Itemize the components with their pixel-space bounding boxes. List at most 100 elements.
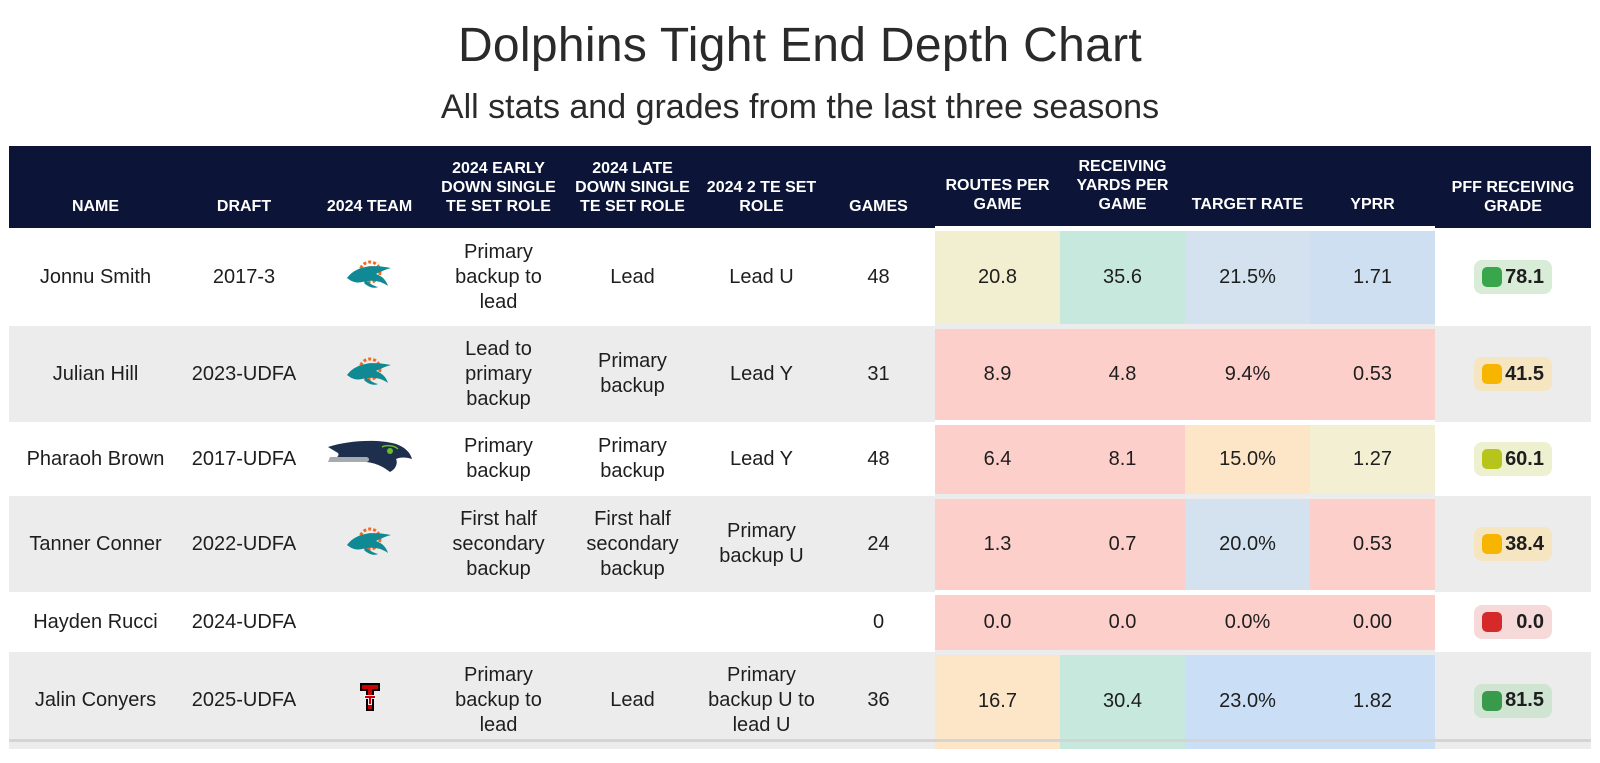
draft-cell: 2017-UDFA	[191, 447, 297, 470]
grade-color-indicator	[1482, 534, 1502, 554]
col-header-team[interactable]: 2024 TEAM	[326, 198, 413, 215]
grade-color-indicator	[1482, 449, 1502, 469]
games-cell: 48	[867, 265, 890, 288]
receiving-yards-cell: 0.0	[1060, 589, 1185, 652]
draft-cell: 2024-UDFA	[191, 610, 297, 633]
receiving-yards-cell: 0.7	[1060, 493, 1185, 592]
team-cell	[306, 592, 433, 652]
yprr-cell: 1.82	[1310, 649, 1435, 749]
grade-badge: 38.4	[1474, 527, 1552, 561]
two-te-role-cell: Primary backup U	[719, 520, 804, 567]
team-cell	[306, 228, 433, 326]
two-te-role-cell: Lead U	[729, 265, 794, 288]
depth-chart-table: NAME DRAFT 2024 TEAM 2024 EARLY DOWN SIN…	[9, 146, 1591, 749]
grade-badge: 81.5	[1474, 683, 1552, 718]
late-down-role-cell	[564, 592, 701, 652]
page-subtitle: All stats and grades from the last three…	[440, 88, 1160, 126]
late-down-role-cell: Lead	[610, 689, 655, 711]
grade-value: 60.1	[1505, 447, 1544, 470]
receiving-yards-cell: 4.8	[1060, 323, 1185, 422]
table-row: Pharaoh Brown 2017-UDFA Primary backup Prim…	[9, 419, 1591, 496]
routes-per-game-cell: 20.8	[935, 225, 1060, 326]
grade-badge: 0.0	[1474, 605, 1552, 639]
table-row: Hayden Rucci 2024-UDFA 0 0.0 0.0 0.0% 0.00 0.0	[9, 589, 1591, 652]
dolphins-logo-icon	[344, 523, 396, 566]
games-cell: 48	[867, 447, 890, 470]
table-row: Tanner Conner 2022-UDFA First half seconda…	[9, 493, 1591, 592]
target-rate-cell: 0.0%	[1185, 589, 1310, 652]
two-te-role-cell: Lead Y	[729, 447, 794, 470]
grade-color-indicator	[1482, 267, 1502, 287]
col-header-target-rate[interactable]: TARGET RATE	[1191, 195, 1304, 213]
yprr-cell: 1.71	[1310, 225, 1435, 326]
grade-value: 0.0	[1516, 610, 1544, 633]
target-rate-cell: 9.4%	[1185, 323, 1310, 422]
table-row: Julian Hill 2023-UDFA Lead to primary back…	[9, 323, 1591, 422]
col-header-2te-role[interactable]: 2024 2 TE SET ROLE	[706, 179, 817, 215]
grade-value: 81.5	[1505, 689, 1544, 711]
late-down-role-cell: First half secondary backup	[586, 507, 679, 580]
target-rate-cell: 15.0%	[1185, 419, 1310, 496]
early-down-role-cell: Primary backup to lead	[455, 240, 542, 313]
table-bottom-border	[9, 739, 1591, 742]
seahawks-logo-icon	[326, 437, 414, 482]
routes-per-game-cell: 1.3	[935, 493, 1060, 592]
two-te-role-cell: Primary backup U to lead U	[708, 664, 815, 736]
player-name: Jalin Conyers	[34, 689, 157, 711]
yprr-cell: 0.53	[1310, 323, 1435, 422]
games-cell: 31	[867, 362, 890, 385]
target-rate-cell: 20.0%	[1185, 493, 1310, 592]
grade-color-indicator	[1482, 612, 1502, 632]
grade-color-indicator	[1482, 364, 1502, 384]
player-name: Hayden Rucci	[33, 610, 158, 633]
routes-per-game-cell: 16.7	[935, 649, 1060, 749]
col-header-draft[interactable]: DRAFT	[216, 198, 272, 215]
early-down-role-cell: Primary backup to lead	[455, 664, 542, 736]
receiving-yards-cell: 30.4	[1060, 649, 1185, 749]
dolphins-logo-icon	[344, 353, 396, 396]
col-header-routes[interactable]: ROUTES PER GAME	[945, 176, 1050, 213]
table-row: Jonnu Smith 2017-3 Primary backup to lead L…	[9, 225, 1591, 326]
games-cell: 0	[872, 610, 885, 633]
two-te-role-cell: Lead Y	[729, 362, 794, 385]
col-header-yprr[interactable]: YPRR	[1350, 195, 1395, 213]
grade-value: 78.1	[1505, 265, 1544, 288]
target-rate-cell: 21.5%	[1185, 225, 1310, 326]
draft-cell: 2025-UDFA	[191, 689, 297, 711]
grade-cell: 41.5	[1435, 326, 1591, 422]
texas-tech-logo-icon	[359, 682, 381, 719]
grade-badge: 41.5	[1474, 357, 1552, 391]
player-name: Julian Hill	[52, 362, 139, 385]
late-down-role-cell: Primary backup	[598, 350, 667, 397]
col-header-late-role[interactable]: 2024 LATE DOWN SINGLE TE SET ROLE	[575, 160, 690, 215]
games-cell: 24	[867, 532, 890, 555]
table-row: Jalin Conyers 2025-UDFA Primary backup to …	[9, 649, 1591, 749]
grade-value: 38.4	[1505, 532, 1544, 555]
col-header-name[interactable]: NAME	[71, 198, 120, 215]
grade-cell: 38.4	[1435, 496, 1591, 592]
late-down-role-cell: Primary backup	[598, 435, 667, 482]
late-down-role-cell: Lead	[610, 265, 655, 288]
grade-value: 41.5	[1505, 362, 1544, 385]
team-cell	[306, 652, 433, 749]
col-header-early-role[interactable]: 2024 EARLY DOWN SINGLE TE SET ROLE	[441, 160, 556, 215]
routes-per-game-cell: 0.0	[935, 589, 1060, 652]
player-name: Pharaoh Brown	[26, 447, 165, 470]
grade-color-indicator	[1482, 690, 1502, 711]
team-cell	[306, 422, 433, 496]
team-cell	[306, 496, 433, 592]
two-te-role-cell	[701, 592, 822, 652]
routes-per-game-cell: 6.4	[935, 419, 1060, 496]
grade-cell: 0.0	[1435, 592, 1591, 652]
grade-cell: 78.1	[1435, 228, 1591, 326]
receiving-yards-cell: 35.6	[1060, 225, 1185, 326]
grade-cell: 81.5	[1435, 652, 1591, 749]
col-header-grade[interactable]: PFF RECEIVING GRADE	[1451, 179, 1575, 215]
col-header-games[interactable]: GAMES	[849, 198, 908, 215]
routes-per-game-cell: 8.9	[935, 323, 1060, 422]
header-row: NAME DRAFT 2024 TEAM 2024 EARLY DOWN SIN…	[9, 146, 1591, 228]
page-title: Dolphins Tight End Depth Chart	[457, 19, 1143, 72]
grade-badge: 60.1	[1474, 442, 1552, 476]
early-down-role-cell: Primary backup	[464, 435, 533, 482]
col-header-yards[interactable]: RECEIVING YARDS PER GAME	[1076, 157, 1169, 213]
